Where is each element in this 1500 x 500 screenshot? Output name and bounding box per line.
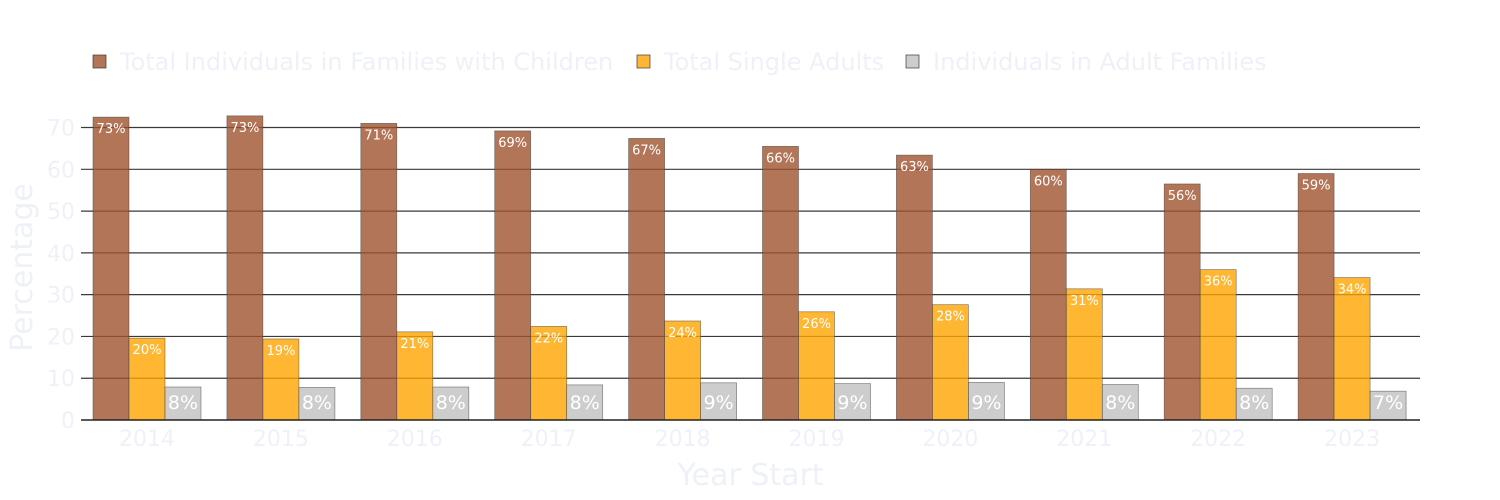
bar-label: 60%: [1034, 174, 1063, 189]
bar-series-2-2017: [530, 326, 568, 421]
x-tick-label: 2015: [253, 427, 309, 452]
y-tick-label: 60: [47, 158, 75, 183]
legend-swatch: [636, 54, 651, 69]
y-tick-label: 50: [47, 200, 75, 225]
bar-label: 63%: [900, 160, 929, 175]
bar-label: 31%: [1070, 294, 1099, 309]
bar-series-1-2015: [226, 115, 264, 421]
bar-series-2-2021: [1065, 288, 1103, 421]
bars: [92, 115, 1407, 421]
bar-label: 26%: [802, 317, 831, 332]
legend: Total Individuals in Families with Child…: [92, 48, 1267, 76]
x-tick-labels: 2014 2015 2016 2017 2018 2019 2020 2021 2022 2023: [119, 427, 1380, 452]
bar-label: 24%: [668, 326, 697, 341]
y-tick-label: 0: [61, 409, 75, 434]
bar-series-1-2016: [360, 123, 398, 421]
bar-label: 8%: [570, 392, 600, 414]
y-tick-label: 40: [47, 242, 75, 267]
bar-label: 67%: [632, 143, 661, 158]
bar-series-1-2020: [896, 154, 933, 421]
legend-label: Individuals in Adult Families: [933, 48, 1267, 76]
y-tick-label: 30: [47, 284, 75, 309]
x-tick-label: 2022: [1190, 427, 1246, 452]
bar-label: 71%: [364, 128, 393, 143]
bar-series-2-2020: [932, 304, 969, 421]
x-tick-label: 2023: [1324, 427, 1380, 452]
bar-series-1-2019: [762, 145, 799, 421]
bar-series-3-2022: [1235, 387, 1273, 421]
bar-label: 34%: [1338, 283, 1367, 298]
bar-label: 56%: [1168, 189, 1197, 204]
bar-label: 20%: [133, 343, 162, 358]
x-axis-title: Year Start: [676, 458, 824, 493]
bar-series-1-2017: [494, 130, 532, 421]
bar-label: 8%: [1239, 392, 1269, 414]
bar-series-3-2019: [834, 383, 871, 421]
bar-label: 73%: [97, 122, 126, 137]
y-tick-label: 70: [47, 117, 75, 142]
bar-series-1-2023: [1297, 173, 1335, 421]
grid-lines: [81, 126, 1420, 379]
bar-label: 8%: [168, 392, 198, 414]
bar-label: 8%: [302, 392, 332, 414]
x-tick-label: 2018: [655, 427, 711, 452]
bar-label: 7%: [1373, 392, 1403, 414]
bar-series-1-2021: [1029, 168, 1067, 421]
bar-label: 59%: [1302, 178, 1331, 193]
bar-series-2-2015: [262, 338, 300, 421]
bar-series-2-2016: [396, 331, 434, 421]
legend-swatch: [905, 54, 920, 69]
bar-label: 73%: [230, 121, 259, 136]
bar-label: 21%: [400, 337, 429, 352]
bar-label: 28%: [936, 310, 965, 325]
bar-series-2-2019: [798, 311, 835, 421]
bar-series-3-2015: [298, 387, 336, 421]
bar-series-1-2018: [628, 138, 665, 421]
bar-label: 9%: [704, 392, 734, 414]
x-tick-label: 2019: [789, 427, 845, 452]
y-tick-label: 10: [47, 367, 75, 392]
x-tick-label: 2017: [521, 427, 577, 452]
bar-label: 9%: [837, 392, 867, 414]
bar-label: 66%: [766, 151, 795, 166]
bar-series-2-2022: [1199, 269, 1237, 421]
y-axis-title: Percentage: [5, 183, 40, 352]
bar-labels: 73% 20% 8% 73% 19% 8% 71% 21% 8% 69% 22% 8% 67% 24% 9%…: [97, 121, 1404, 414]
bar-label: 19%: [266, 344, 295, 359]
x-tick-label: 2014: [119, 427, 175, 452]
bar-label: 36%: [1204, 275, 1233, 290]
bar-series-3-2017: [566, 384, 604, 421]
bar-series-1-2022: [1163, 183, 1201, 421]
bar-series-3-2014: [164, 386, 202, 421]
legend-label: Total Individuals in Families with Child…: [119, 48, 613, 76]
y-tick-label: 20: [47, 325, 75, 350]
y-tick-labels: 0 10 20 30 40 50 60 70: [47, 117, 75, 434]
bar-series-3-2016: [432, 386, 470, 421]
legend-label: Total Single Adults: [663, 48, 884, 76]
bar-series-3-2021: [1101, 384, 1139, 421]
bar-series-3-2023: [1369, 390, 1407, 421]
x-tick-label: 2016: [387, 427, 443, 452]
legend-swatch: [92, 54, 107, 69]
x-tick-label: 2021: [1056, 427, 1112, 452]
bar-label: 8%: [436, 392, 466, 414]
bar-label: 22%: [534, 331, 563, 346]
bar-label: 8%: [1105, 392, 1135, 414]
x-tick-label: 2020: [922, 427, 978, 452]
bar-series-1-2014: [92, 116, 130, 421]
bar-series-2-2023: [1333, 277, 1371, 421]
bar-label: 69%: [498, 136, 527, 151]
bar-series-3-2018: [700, 382, 737, 421]
bar-label: 9%: [971, 392, 1001, 414]
bar-series-3-2020: [968, 382, 1005, 421]
